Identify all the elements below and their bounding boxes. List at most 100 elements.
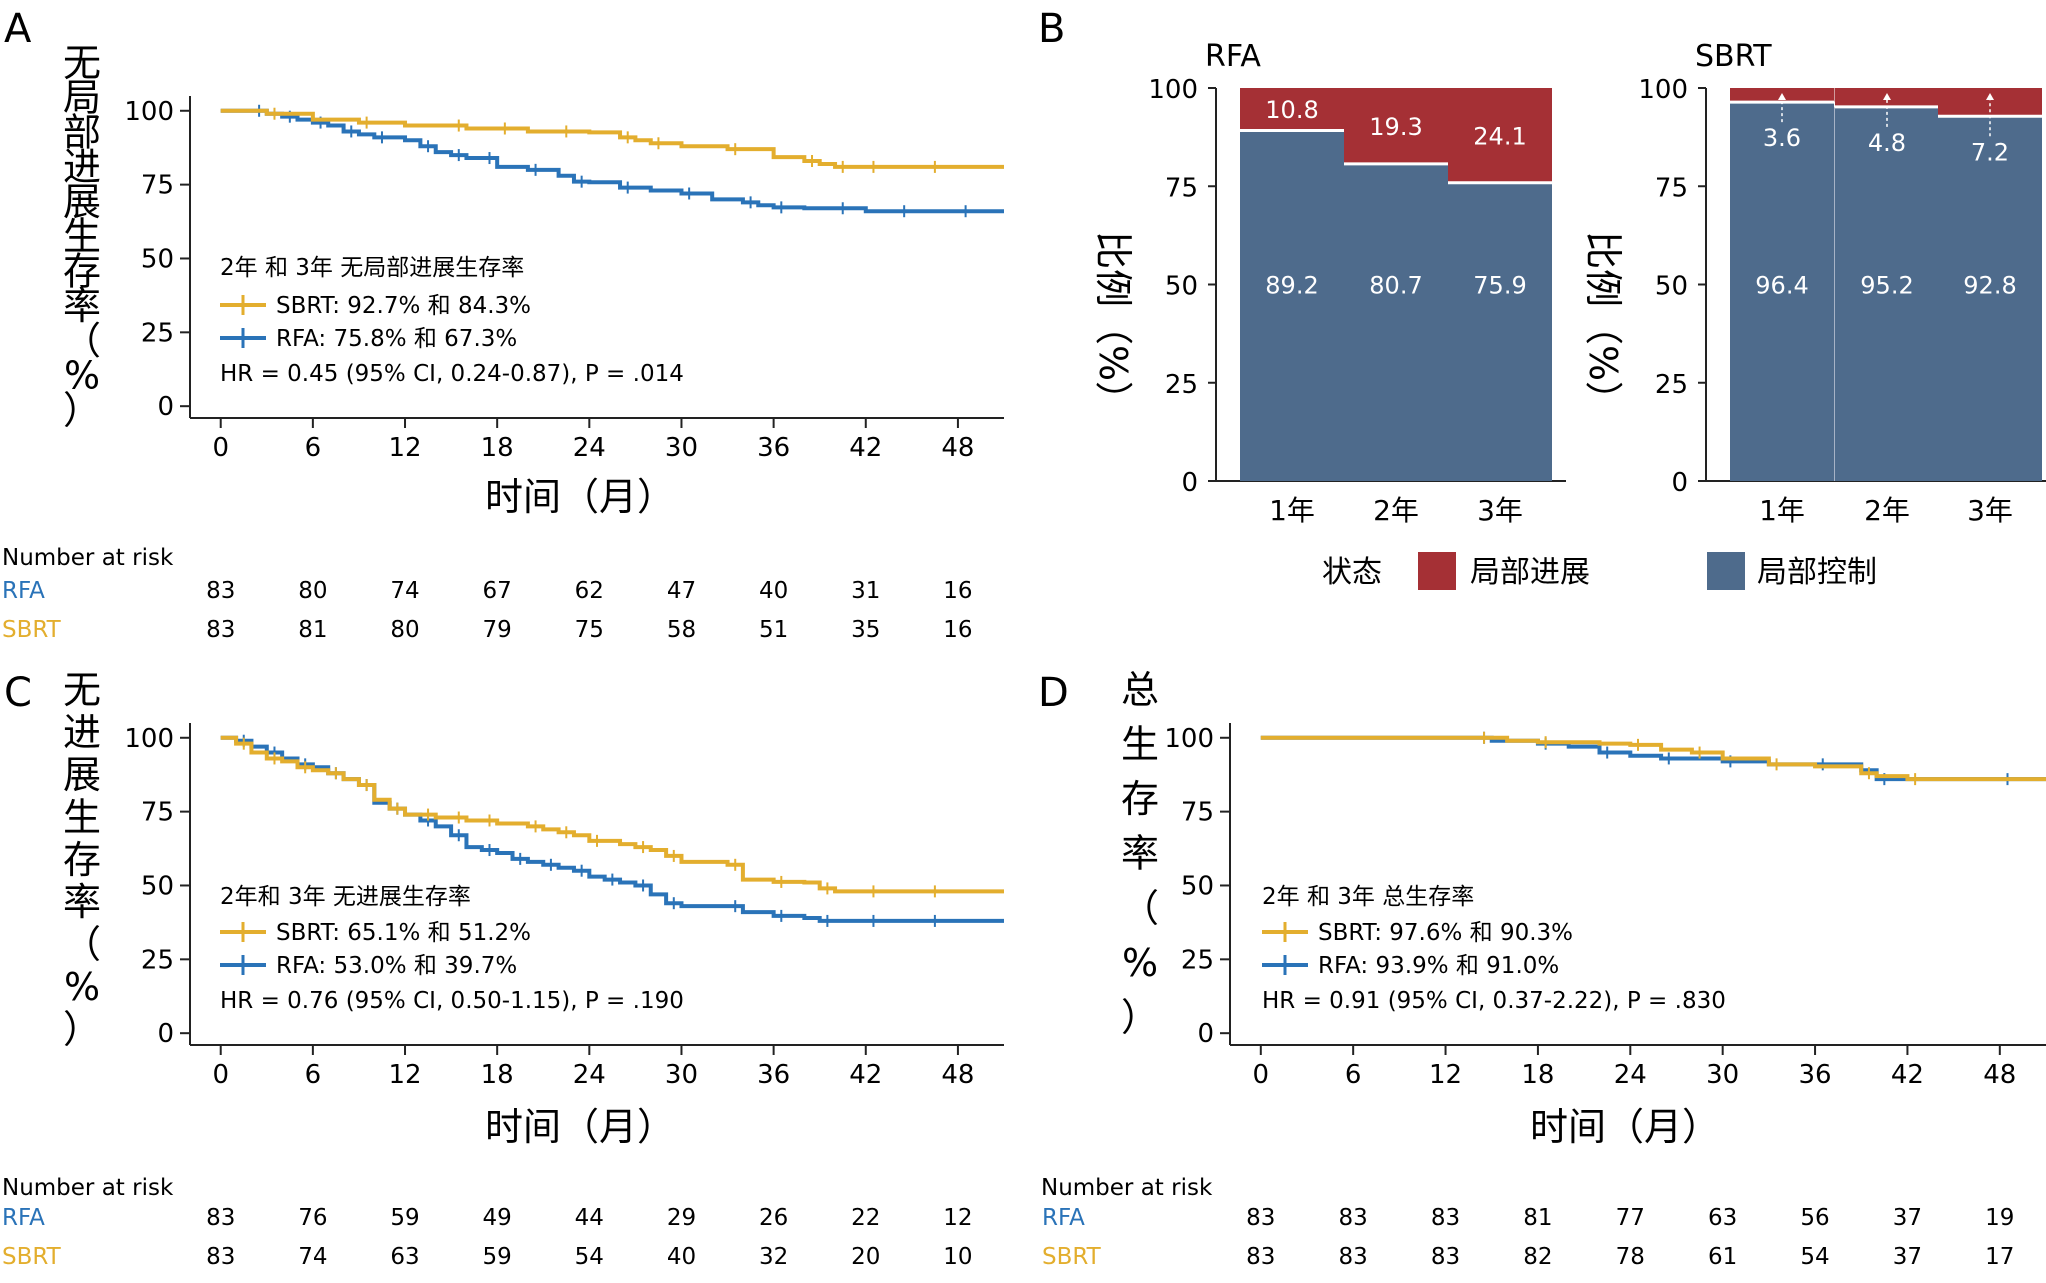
panel-c-y-tick-label: 100	[124, 724, 174, 754]
panel-c-hazard-ratio: HR = 0.76 (95% CI, 0.50-1.15), P = .190	[220, 988, 684, 1014]
panel-c-risk-table: RFA 83 76 59 49 44 29 26 22 12 SBRT 83 74 63 59 54 40 32 2…	[2, 1205, 973, 1270]
panel-c-risk-value-sbrt: 10	[943, 1244, 972, 1270]
panel-a-x-tick-label: 30	[665, 433, 698, 463]
panel-c-x-tick-label: 24	[573, 1060, 606, 1090]
panel-b-legend-title: 状态	[1322, 555, 1382, 590]
panel-c-risk-value-sbrt: 54	[575, 1244, 604, 1270]
panel-a-risk-value-sbrt: 80	[390, 617, 419, 643]
panel-b-sbrt-control-value-label: 96.4	[1755, 272, 1808, 300]
panel-a-local-progression-free-survival: 0 25 50 75 100 0 6 12 18 24 30 36 42 48 无局部进展生存率（%） 2年…	[2, 41, 1004, 643]
panel-d-annotation: 2年 和 3年 总生存率 SBRT: 97.6% 和 90.3% RFA: 93…	[1262, 884, 1726, 1014]
panel-a-risk-value-rfa: 47	[667, 578, 696, 604]
panel-c-risk-value-sbrt: 63	[390, 1244, 419, 1270]
panel-c-risk-title: Number at risk	[2, 1175, 174, 1201]
panel-a-risk-value-sbrt: 51	[759, 617, 788, 643]
panel-a-curve-sbrt	[220, 108, 1004, 169]
panel-d-x-tick-label: 24	[1614, 1060, 1647, 1090]
panel-b-rfa-progression-value-label: 24.1	[1473, 122, 1526, 150]
panel-a-risk-value-sbrt: 58	[667, 617, 696, 643]
panel-d-legend-sbrt-text: SBRT: 97.6% 和 90.3%	[1318, 920, 1573, 946]
panel-c-risk-value-sbrt: 59	[483, 1244, 512, 1270]
panel-a-x-tick-label: 36	[757, 433, 790, 463]
panel-c-risk-value-rfa: 59	[390, 1205, 419, 1231]
panel-c-curve-rfa	[220, 735, 1004, 923]
panel-d-y-tick-label: 0	[1197, 1019, 1214, 1049]
panel-b-sbrt-flow-boundary	[1833, 101, 1836, 108]
panel-a-legend-sbrt-text: SBRT: 92.7% 和 84.3%	[276, 293, 531, 319]
panel-c-x-tick-label: 0	[212, 1060, 229, 1090]
panel-d-risk-value-rfa: 77	[1616, 1205, 1645, 1231]
panel-c-annotation-heading: 2年和 3年 无进展生存率	[220, 884, 471, 910]
panel-d-legend-rfa-text: RFA: 93.9% 和 91.0%	[1318, 953, 1559, 979]
panel-d-x-tick-label: 6	[1345, 1060, 1362, 1090]
panel-a-risk-row-label-rfa: RFA	[2, 578, 45, 604]
panel-a-annotation: 2年 和 3年 无局部进展生存率 SBRT: 92.7% 和 84.3% RFA…	[220, 255, 684, 387]
panel-d-risk-value-sbrt: 61	[1708, 1244, 1737, 1270]
panel-d-survival-curves	[1260, 731, 2046, 786]
panel-a-risk-value-rfa: 16	[943, 578, 972, 604]
panel-a-risk-value-rfa: 83	[206, 578, 235, 604]
panel-b-rfa-control-value-label: 89.2	[1265, 272, 1318, 300]
panel-b-sbrt-y-tick-label: 25	[1655, 370, 1688, 400]
panel-d-y-tick-label: 75	[1181, 798, 1214, 828]
panel-b-rfa-y-tick-label: 0	[1181, 468, 1198, 498]
panel-c-axes: 0 25 50 75 100 0 6 12 18 24 30 36 42 48 无进展生存率（%）	[63, 668, 1004, 1090]
panel-d-risk-value-rfa: 81	[1523, 1205, 1552, 1231]
panel-c-x-tick-label: 12	[388, 1060, 421, 1090]
panel-d-risk-value-rfa: 83	[1246, 1205, 1275, 1231]
panel-c-x-tick-label: 6	[305, 1060, 322, 1090]
panel-d-risk-row-label-rfa: RFA	[1042, 1205, 1085, 1231]
panel-d-x-tick-label: 36	[1799, 1060, 1832, 1090]
panel-b-rfa-control-value-label: 80.7	[1369, 272, 1422, 300]
panel-b-legend-control-swatch	[1707, 552, 1745, 590]
panel-c-x-tick-label: 42	[849, 1060, 882, 1090]
panel-d-curve-sbrt	[1260, 735, 2046, 782]
panel-b-rfa-bar-control	[1240, 130, 1344, 481]
panel-d-risk-value-sbrt: 17	[1985, 1244, 2014, 1270]
panel-a-x-tick-label: 42	[849, 433, 882, 463]
panel-a-risk-value-sbrt: 35	[851, 617, 880, 643]
panel-c-risk-value-rfa: 83	[206, 1205, 235, 1231]
panel-b-sbrt-bar-control	[1938, 116, 2042, 482]
panel-b-sbrt-y-tick-label: 50	[1655, 272, 1688, 302]
panel-d-axes: 0 25 50 75 100 0 6 12 18 24 30 36 42 48 总生存率（%）	[1121, 668, 2046, 1090]
panel-c-y-tick-label: 25	[141, 945, 174, 975]
panel-a-risk-value-rfa: 40	[759, 578, 788, 604]
panel-a-risk-value-sbrt: 81	[298, 617, 327, 643]
panel-b-rfa-category-label: 3年	[1477, 494, 1523, 527]
panel-b-sbrt-bar-control	[1835, 106, 1939, 481]
panel-a-risk-value-rfa: 31	[851, 578, 880, 604]
panel-b-sbrt-control-value-label: 92.8	[1963, 272, 2016, 300]
panel-c-progression-free-survival: 0 25 50 75 100 0 6 12 18 24 30 36 42 48 无进展生存率（%） 2年和 …	[2, 668, 1004, 1270]
panel-a-x-tick-label: 48	[941, 433, 974, 463]
panel-a-risk-value-rfa: 62	[575, 578, 604, 604]
panel-d-risk-value-rfa: 63	[1708, 1205, 1737, 1231]
panel-b-sbrt-progression-value-label: 4.8	[1868, 129, 1906, 157]
panel-a-risk-value-rfa: 74	[390, 578, 419, 604]
panel-b-rfa-y-tick-label: 100	[1148, 75, 1198, 105]
panel-b-group-title-sbrt: SBRT	[1695, 39, 1772, 74]
panel-c-risk-row-label-rfa: RFA	[2, 1205, 45, 1231]
panel-c-risk-value-rfa: 22	[851, 1205, 880, 1231]
panel-b-sbrt-y-tick-label: 0	[1671, 468, 1688, 498]
panel-b-sbrt-progression-value-label: 7.2	[1971, 138, 2009, 166]
panel-d-overall-survival: 0 25 50 75 100 0 6 12 18 24 30 36 42 48 总生存率（%） 2年 和 3…	[1041, 668, 2046, 1270]
panel-c-x-tick-label: 18	[481, 1060, 514, 1090]
panel-b-rfa-bar-control	[1344, 163, 1448, 481]
panel-d-x-tick-label: 12	[1429, 1060, 1462, 1090]
panel-c-legend-sbrt-text: SBRT: 65.1% 和 51.2%	[276, 920, 531, 946]
panel-c-curve-sbrt	[220, 735, 1004, 894]
panel-b-rfa-control-value-label: 75.9	[1473, 272, 1526, 300]
panel-d-risk-value-sbrt: 83	[1431, 1244, 1460, 1270]
panel-b-rfa-progression-value-label: 10.8	[1265, 96, 1318, 124]
panel-d-x-axis-title: 时间（月）	[1530, 1105, 1720, 1149]
panel-a-curve-rfa	[220, 108, 1004, 214]
panel-a-risk-value-sbrt: 79	[483, 617, 512, 643]
panel-letter-a: A	[4, 6, 32, 52]
panel-d-annotation-heading: 2年 和 3年 总生存率	[1262, 884, 1474, 910]
panel-c-risk-value-rfa: 12	[943, 1205, 972, 1231]
panel-b-rfa-y-tick-label: 25	[1165, 370, 1198, 400]
panel-d-risk-table: RFA 83 83 83 81 77 63 56 37 19 SBRT 83 83 83 82 78 61 54 3…	[1042, 1205, 2014, 1270]
panel-d-risk-value-sbrt: 37	[1893, 1244, 1922, 1270]
